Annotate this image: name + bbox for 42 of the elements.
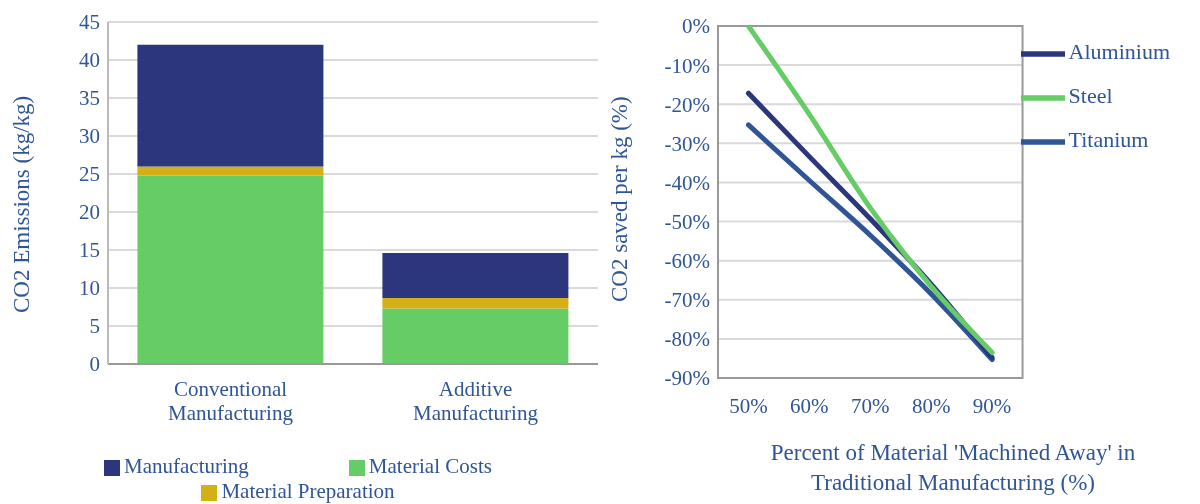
y-tick-label: 15 <box>79 238 100 263</box>
bar <box>382 308 569 364</box>
y-axis-title: CO2 saved per kg (%) <box>607 96 633 302</box>
x-tick-label: 80% <box>911 393 951 418</box>
x-tick-label: Conventional Manufacturing <box>168 377 294 425</box>
y-tick-label: 0 <box>89 352 100 377</box>
y-tick-label: -20% <box>664 92 710 117</box>
y-tick-label: -90% <box>664 366 710 391</box>
y-tick-label: 25 <box>79 162 100 187</box>
bar <box>382 253 569 298</box>
bar <box>137 175 324 364</box>
legend-label: Steel <box>1068 83 1113 109</box>
y-tick-label: 5 <box>89 314 100 339</box>
x-tick-label: 50% <box>729 393 768 418</box>
legend-label: Titanium <box>1068 127 1149 153</box>
x-tick-label: 70% <box>851 393 890 418</box>
y-tick-label: 35 <box>79 86 100 111</box>
bar <box>137 166 324 176</box>
y-tick-label: 10 <box>79 276 100 301</box>
x-tick-label: 90% <box>972 393 1012 418</box>
x-tick-label: Additive Manufacturing <box>413 377 539 425</box>
y-tick-label: -10% <box>664 53 710 78</box>
y-tick-label: 40 <box>79 48 100 73</box>
y-tick-label: -50% <box>664 210 710 235</box>
legend-label: Aluminium <box>1068 39 1170 65</box>
y-tick-label: 20 <box>79 200 100 225</box>
y-tick-label: 30 <box>79 124 100 149</box>
y-tick-label: 45 <box>79 10 100 35</box>
y-axis-title: CO2 Emissions (kg/kg) <box>9 95 35 313</box>
bar <box>382 297 569 309</box>
y-tick-label: -30% <box>664 131 710 156</box>
y-tick-label: -60% <box>664 249 710 274</box>
legend-label: Material Preparation <box>221 479 395 503</box>
x-tick-label: 60% <box>790 393 829 418</box>
y-tick-label: -70% <box>664 288 710 313</box>
x-axis-title: Percent of Material 'Machined Away' in Traditional Manufacturing (%) <box>769 439 1137 497</box>
y-tick-label: -80% <box>664 327 710 352</box>
legend-label: Manufacturing <box>124 454 249 478</box>
bar <box>137 44 324 167</box>
y-tick-label: -40% <box>664 170 710 195</box>
y-tick-label: 0% <box>682 14 710 39</box>
legend-label: Material Costs <box>368 454 492 478</box>
